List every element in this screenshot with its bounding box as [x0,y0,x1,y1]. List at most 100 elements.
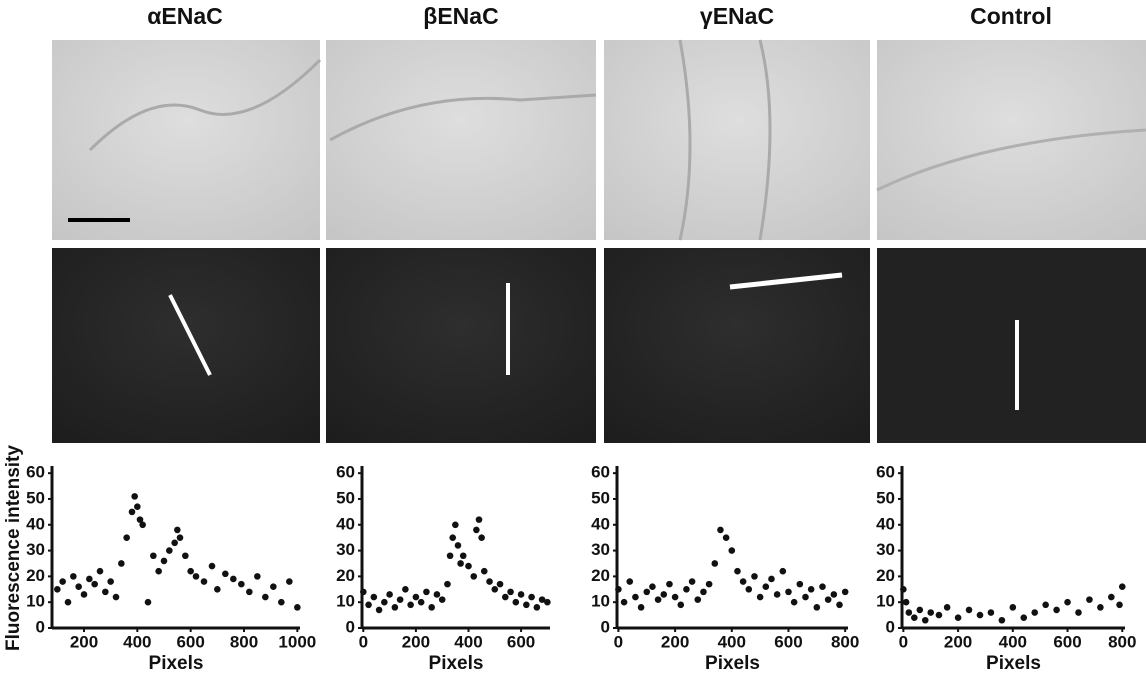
data-point [954,614,962,621]
data-point [112,593,120,601]
data-point [528,593,535,601]
data-point [705,580,713,588]
data-point [457,560,464,567]
data-point [1020,614,1028,621]
data-point [632,593,639,601]
data-point [160,557,168,565]
data-point [807,585,815,593]
data-point [192,573,200,580]
data-point [533,604,541,611]
data-point [230,575,237,583]
data-point [1009,604,1017,611]
data-point [507,588,514,596]
tissue-edge [876,128,1146,192]
data-point [402,585,409,593]
y-tick-label: 50 [26,488,45,507]
column-title: γENaC [700,3,774,29]
data-point [360,588,367,596]
y-tick-label: 20 [591,566,610,585]
tissue-edge [329,93,597,142]
data-point [998,616,1006,624]
data-point [916,606,924,614]
data-point [480,567,488,575]
data-point [270,583,277,591]
data-point [449,534,457,541]
data-point [59,578,66,585]
data-point [905,609,913,616]
data-point [739,578,747,585]
y-tick-label: 0 [601,617,610,636]
data-point [470,573,478,580]
data-point [208,562,216,570]
data-point [459,552,467,560]
data-point [454,542,462,549]
y-tick-label: 30 [336,540,355,559]
data-point [381,598,388,606]
data-point [428,604,435,611]
data-point [538,596,546,603]
data-point [171,539,178,547]
data-point [717,526,724,534]
data-point [136,516,144,523]
data-point [728,547,736,554]
data-point [294,604,301,611]
y-tick-label: 60 [336,463,355,482]
data-point [286,578,293,585]
data-point [131,493,138,500]
column-title: αENaC [147,3,223,29]
data-point [238,580,245,588]
data-point [412,593,420,601]
y-tick-label: 40 [876,514,895,533]
data-point [174,526,181,534]
data-point [475,516,483,523]
data-point [200,578,208,585]
data-point [512,598,520,606]
data-point [688,578,696,585]
data-point [150,552,157,560]
x-tick-label: 800 [230,632,258,651]
data-point [1097,604,1104,611]
y-tick-label: 10 [336,592,355,611]
x-tick-label: 0 [614,632,623,651]
data-point [965,606,973,614]
data-point [70,573,77,580]
data-point [927,609,935,616]
fluorescence-row [52,248,1146,443]
data-point [1042,601,1049,609]
x-tick-label: 400 [454,632,482,651]
x-tick-label: 400 [123,632,151,651]
data-point [176,534,184,541]
data-point [1108,593,1115,601]
data-point [620,598,628,606]
y-tick-label: 60 [591,463,610,482]
data-point [64,598,72,606]
data-point [836,601,843,609]
x-tick-label: 400 [999,632,1027,651]
image [877,248,1146,443]
data-point [128,508,136,516]
column-title: Control [970,3,1052,29]
data-point [671,593,679,601]
y-tick-label: 60 [26,463,45,482]
data-point [649,583,656,591]
x-tick-label: 200 [402,632,430,651]
data-point [841,588,849,596]
data-point [86,575,93,583]
y-axis-label: Fluorescence intensity [3,445,24,651]
column-title: βENaC [423,3,498,29]
data-point [386,591,393,598]
data-point [423,588,430,596]
y-tick-label: 40 [591,514,610,533]
data-point [796,580,804,588]
y-tick-label: 30 [26,540,45,559]
data-point [762,583,770,591]
data-point [478,534,485,541]
data-point [391,604,399,611]
data-point [139,521,146,529]
data-point [438,596,446,603]
image [604,248,870,443]
data-point [396,596,404,603]
data-point [407,601,414,609]
